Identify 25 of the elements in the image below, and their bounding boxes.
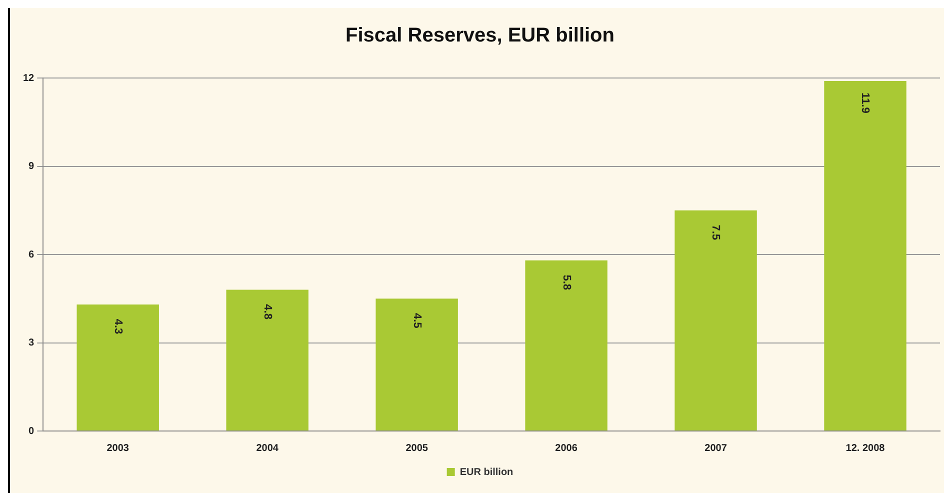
bar — [76, 304, 159, 430]
bar — [674, 210, 757, 430]
y-tick-label: 12 — [23, 72, 35, 84]
data-label: 4.5 — [410, 312, 423, 328]
data-label: 4.8 — [261, 304, 274, 320]
bar — [824, 80, 906, 430]
legend-label: EUR billion — [460, 466, 514, 478]
bar — [376, 298, 458, 430]
data-label: 4.3 — [112, 318, 124, 334]
chart-title: Fiscal Reserves, EUR billion — [346, 24, 614, 47]
x-tick-label: 2007 — [704, 442, 728, 454]
x-tick-label: 2005 — [406, 442, 428, 454]
x-tick-label: 12. 2008 — [846, 442, 886, 454]
y-tick-label: 6 — [28, 249, 35, 260]
data-label: 5.8 — [560, 274, 572, 290]
y-tick-label: 3 — [28, 338, 35, 348]
data-label: 11.9 — [859, 92, 872, 114]
bar — [525, 260, 608, 430]
data-label: 7.5 — [710, 224, 722, 240]
x-tick-label: 2003 — [106, 442, 130, 454]
x-tick-label: 2006 — [555, 442, 578, 454]
y-tick-label: 0 — [28, 426, 35, 437]
x-tick-label: 2004 — [256, 442, 279, 454]
y-tick-label: 9 — [28, 161, 35, 172]
bar — [226, 290, 308, 430]
